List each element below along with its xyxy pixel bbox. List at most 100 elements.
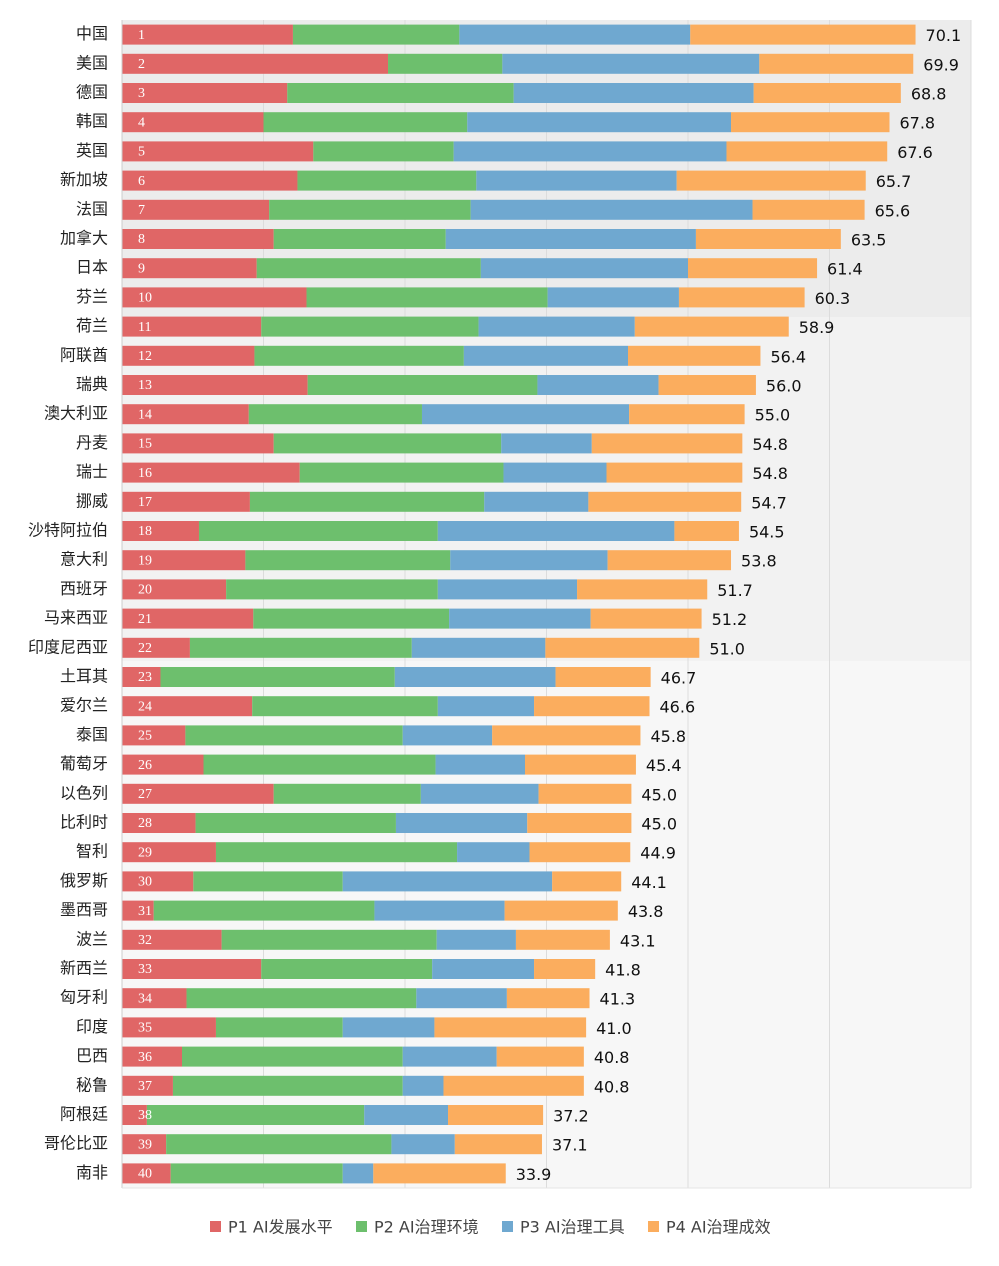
bar-segment xyxy=(256,258,481,279)
category-label: 日本 xyxy=(76,258,108,277)
bar-segment xyxy=(122,170,298,191)
bar-segment xyxy=(122,53,389,74)
rank-label: 14 xyxy=(138,407,152,422)
category-label: 印度 xyxy=(76,1017,108,1036)
bar-segment xyxy=(122,842,216,863)
bar-segment xyxy=(674,521,739,541)
bar-segment xyxy=(299,462,504,483)
bar-segment xyxy=(122,813,196,833)
total-label: 37.2 xyxy=(553,1107,589,1126)
category-label: 澳大利亚 xyxy=(44,404,108,423)
total-label: 37.1 xyxy=(552,1136,588,1155)
category-label: 西班牙 xyxy=(60,579,108,598)
bar-segment xyxy=(254,345,464,366)
bar-segment xyxy=(263,112,468,133)
bar-segment xyxy=(478,316,635,337)
bar-segment xyxy=(437,696,535,717)
bar-segment xyxy=(297,170,477,191)
bar-segment xyxy=(391,1134,455,1155)
total-label: 41.8 xyxy=(605,961,641,980)
rank-label: 6 xyxy=(138,174,145,189)
bar-segment xyxy=(484,491,589,512)
bar-segment xyxy=(122,637,190,658)
rank-label: 3 xyxy=(138,86,145,101)
legend-swatch xyxy=(648,1221,659,1232)
bar-segment xyxy=(122,433,274,454)
bar-segment xyxy=(394,667,556,687)
total-label: 67.6 xyxy=(897,143,933,162)
total-label: 44.9 xyxy=(640,844,676,863)
total-label: 63.5 xyxy=(851,231,887,250)
category-label: 荷兰 xyxy=(76,316,108,335)
bar-segment xyxy=(374,900,505,921)
bar-segment xyxy=(538,783,632,804)
bar-segment xyxy=(269,199,471,220)
bar-segment xyxy=(122,316,262,337)
rank-label: 26 xyxy=(138,758,152,773)
rank-label: 29 xyxy=(138,845,152,860)
bar-segment xyxy=(122,1134,167,1155)
bar-segment xyxy=(577,579,708,600)
bar-segment xyxy=(695,229,841,249)
category-label: 意大利 xyxy=(60,550,108,569)
bar-segment xyxy=(726,141,888,162)
rank-label: 21 xyxy=(138,612,152,627)
total-label: 41.0 xyxy=(596,1019,632,1038)
bar-segment xyxy=(445,229,696,249)
bar-segment xyxy=(122,375,308,395)
total-label: 44.1 xyxy=(631,873,667,892)
bar-segment xyxy=(421,404,630,425)
bar-segment xyxy=(160,667,395,687)
bar-segment xyxy=(436,929,516,950)
category-label: 比利时 xyxy=(60,813,108,832)
bar-segment xyxy=(287,83,514,103)
bar-segment xyxy=(122,141,314,162)
bar-segment xyxy=(524,754,636,775)
bar-segment xyxy=(420,783,539,804)
category-label: 匈牙利 xyxy=(60,988,108,1007)
category-label: 瑞士 xyxy=(76,462,108,481)
bar-segment xyxy=(122,229,274,249)
bar-segment xyxy=(122,900,154,921)
category-label: 俄罗斯 xyxy=(60,871,108,890)
bar-segment xyxy=(515,929,610,950)
bar-segment xyxy=(122,608,254,629)
bar-segment xyxy=(170,1163,343,1184)
bar-segment xyxy=(249,491,485,512)
total-label: 41.3 xyxy=(600,990,636,1009)
rank-label: 13 xyxy=(138,378,152,393)
bar-segment xyxy=(198,521,438,541)
category-label: 英国 xyxy=(76,141,108,160)
bar-segment xyxy=(434,1017,587,1038)
bar-segment xyxy=(467,112,732,133)
bar-segment xyxy=(189,637,412,658)
total-label: 54.7 xyxy=(751,493,787,512)
total-label: 58.9 xyxy=(799,318,835,337)
bar-segment xyxy=(634,316,789,337)
bar-segment xyxy=(122,345,255,366)
rank-label: 8 xyxy=(138,232,145,247)
bar-segment xyxy=(537,375,659,395)
category-label: 沙特阿拉伯 xyxy=(28,521,108,540)
bar-segment xyxy=(676,170,866,191)
total-label: 56.0 xyxy=(766,377,802,396)
rank-label: 17 xyxy=(138,495,152,510)
rank-label: 35 xyxy=(138,1021,152,1036)
bar-segment xyxy=(215,1017,343,1038)
rank-label: 9 xyxy=(138,261,145,276)
bar-segment xyxy=(606,462,743,483)
bar-segment xyxy=(122,404,249,425)
bar-segment xyxy=(122,579,227,600)
bar-segment xyxy=(590,608,702,629)
rank-label: 22 xyxy=(138,641,152,656)
rank-label: 15 xyxy=(138,437,152,452)
legend-swatch xyxy=(210,1221,221,1232)
bar-segment xyxy=(146,1105,365,1125)
bar-segment xyxy=(470,199,753,220)
legend-swatch xyxy=(502,1221,513,1232)
rank-label: 34 xyxy=(138,991,152,1006)
bar-segment xyxy=(122,287,307,308)
bar-segment xyxy=(122,1017,216,1038)
rank-label: 10 xyxy=(138,291,152,306)
bar-segment xyxy=(122,783,274,804)
